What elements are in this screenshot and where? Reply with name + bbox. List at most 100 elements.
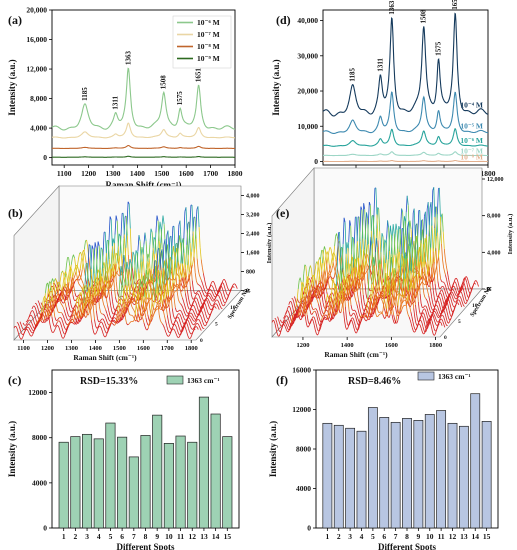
- spectrum-segment: [103, 314, 106, 317]
- spectrum-segment: [151, 288, 154, 291]
- spectrum-segment: [430, 202, 433, 226]
- spectrum-segment: [232, 283, 235, 286]
- spectrum-segment: [34, 307, 37, 312]
- spectrum-segment: [119, 316, 122, 321]
- spectrum-segment: [362, 203, 365, 226]
- spectrum-segment: [215, 299, 218, 301]
- spectrum-segment: [32, 310, 34, 312]
- spectrum-segment: [168, 331, 171, 334]
- spectrum-segment: [143, 306, 146, 313]
- spectrum-segment: [121, 295, 124, 298]
- spectrum-segment: [190, 334, 193, 338]
- spectrum-segment: [441, 310, 443, 313]
- spectrum-segment: [135, 283, 138, 294]
- spectrum-segment: [104, 316, 107, 320]
- spectrum-segment: [444, 271, 446, 276]
- spectrum-segment: [391, 303, 394, 310]
- spectrum-segment: [30, 335, 32, 337]
- spectrum-segment: [69, 265, 72, 277]
- spectrum-segment: [68, 257, 71, 266]
- spectrum-segment: [327, 272, 329, 283]
- spectrum-segment: [287, 310, 290, 314]
- spectrum-segment: [396, 230, 399, 249]
- spectrum-segment: [229, 289, 232, 292]
- spectrum-segment: [174, 320, 177, 322]
- spectrum-segment: [375, 187, 378, 215]
- spectrum-segment: [151, 232, 154, 249]
- spectrum-segment: [403, 304, 405, 307]
- spectrum-segment: [439, 292, 442, 295]
- spectrum-segment: [59, 300, 62, 304]
- spectrum-segment: [82, 283, 85, 288]
- spectrum-segment: [195, 309, 197, 313]
- spectrum-segment: [185, 322, 188, 325]
- spectrum-segment: [210, 310, 213, 314]
- spectrum-segment: [159, 320, 162, 323]
- spectrum-segment: [174, 284, 177, 287]
- spectrum-segment: [328, 274, 330, 277]
- spectrum-segment: [115, 319, 117, 325]
- spectrum-segment: [202, 312, 205, 317]
- spectrum-segment: [363, 316, 365, 320]
- spectrum-segment: [55, 325, 57, 329]
- spectrum-segment: [417, 273, 419, 283]
- spectrum-segment: [296, 308, 299, 314]
- spectrum-segment: [85, 316, 87, 318]
- spectrum-segment: [332, 312, 334, 318]
- spectrum-segment: [89, 265, 92, 288]
- spectrum-segment: [443, 301, 446, 306]
- spectrum-segment: [329, 296, 332, 298]
- spectrum-segment: [180, 294, 183, 299]
- spectrum-segment: [205, 321, 208, 325]
- spectrum-segment: [307, 304, 310, 309]
- spectrum-segment: [216, 294, 218, 297]
- spectrum-segment: [56, 325, 58, 327]
- spectrum-segment: [292, 321, 294, 325]
- spectrum-segment: [439, 272, 442, 280]
- spectrum-segment: [361, 300, 363, 308]
- spectrum-segment: [311, 292, 314, 296]
- spectrum-segment: [371, 303, 374, 310]
- x-tick-label: 1: [62, 532, 66, 541]
- spectrum-segment: [83, 304, 86, 310]
- spectrum-segment: [285, 315, 287, 317]
- spectrum-segment: [425, 298, 428, 301]
- spectrum-segment: [132, 290, 135, 298]
- spectrum-segment: [297, 311, 300, 317]
- spectrum-segment: [442, 285, 445, 288]
- spectrum-segment: [107, 324, 110, 326]
- spectrum-segment: [409, 246, 412, 272]
- panel-label: (a): [8, 13, 22, 27]
- spectrum-segment: [190, 305, 193, 308]
- spectrum-segment: [142, 313, 145, 317]
- spectrum-segment: [199, 328, 202, 331]
- spectrum-segment: [139, 305, 142, 317]
- spectrum-segment: [349, 285, 352, 288]
- spectrum-segment: [406, 227, 408, 257]
- spectrum-segment: [344, 259, 347, 278]
- spectrum-segment: [346, 282, 349, 302]
- spectrum-segment: [204, 290, 207, 294]
- x-tick-label: 1700: [161, 345, 174, 352]
- spectrum-segment: [54, 324, 57, 327]
- spectrum-segment: [358, 263, 360, 280]
- spectrum-segment: [457, 288, 459, 293]
- spectrum-segment: [194, 300, 197, 304]
- spectrum-segment: [448, 310, 451, 315]
- spectrum-segment: [217, 306, 220, 310]
- spectrum-segment: [417, 287, 420, 291]
- spectrum-segment: [368, 317, 371, 321]
- spectrum-segment: [67, 314, 70, 318]
- spectrum-segment: [318, 304, 320, 309]
- spectrum-segment: [71, 310, 73, 313]
- spectrum-segment: [176, 283, 179, 286]
- x-tick-label: 7: [132, 532, 136, 541]
- spectrum-segment: [177, 224, 180, 249]
- spectrum-segment: [145, 285, 148, 290]
- spectrum-segment: [104, 231, 107, 254]
- spectrum-segment: [365, 305, 367, 308]
- spectrum-segment: [344, 222, 347, 254]
- spectrum-segment: [31, 334, 33, 337]
- spectrum-segment: [319, 293, 322, 298]
- peak-label: 1575: [176, 91, 184, 106]
